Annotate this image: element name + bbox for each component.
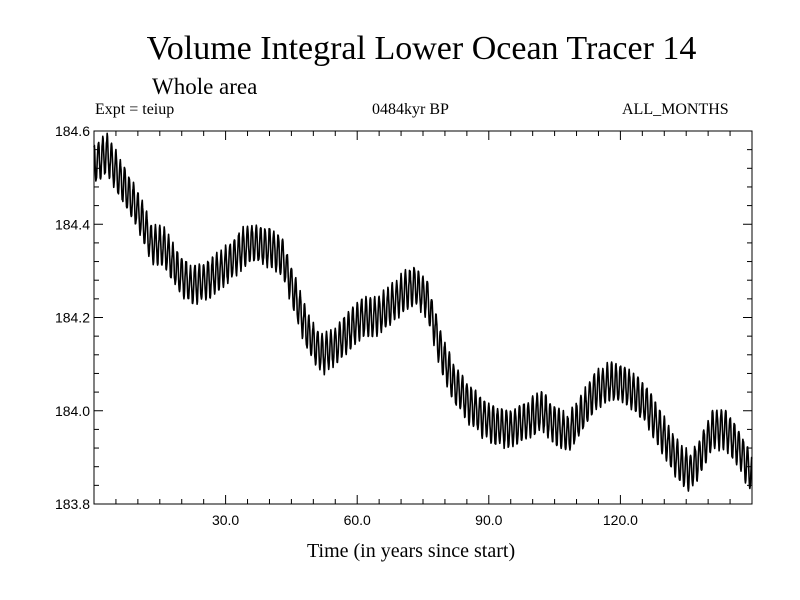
x-axis-label: Time (in years since start) xyxy=(307,540,516,562)
x-tick-label: 120.0 xyxy=(603,512,638,528)
chart-subtitle: Whole area xyxy=(152,74,258,99)
x-tick-label: 90.0 xyxy=(475,512,502,528)
y-tick-label: 184.6 xyxy=(55,123,90,139)
x-tick-label: 30.0 xyxy=(212,512,239,528)
months-label: ALL_MONTHS xyxy=(622,101,729,118)
plot-frame xyxy=(93,130,753,505)
y-tick-label: 184.4 xyxy=(55,216,90,232)
y-tick-label: 184.2 xyxy=(55,310,90,326)
y-tick-label: 183.8 xyxy=(55,496,90,512)
chart-title: Volume Integral Lower Ocean Tracer 14 xyxy=(146,30,697,67)
period-label: 0484kyr BP xyxy=(372,101,449,118)
tick-labels: 30.0 60.0 90.0 120.0 183.8 184.0 184.2 184.4 184… xyxy=(55,123,638,528)
series-line xyxy=(93,132,753,492)
y-tick-label: 184.0 xyxy=(55,403,90,419)
axis-ticks xyxy=(93,130,753,505)
experiment-label: Expt = teiup xyxy=(95,101,175,118)
x-tick-label: 60.0 xyxy=(344,512,371,528)
